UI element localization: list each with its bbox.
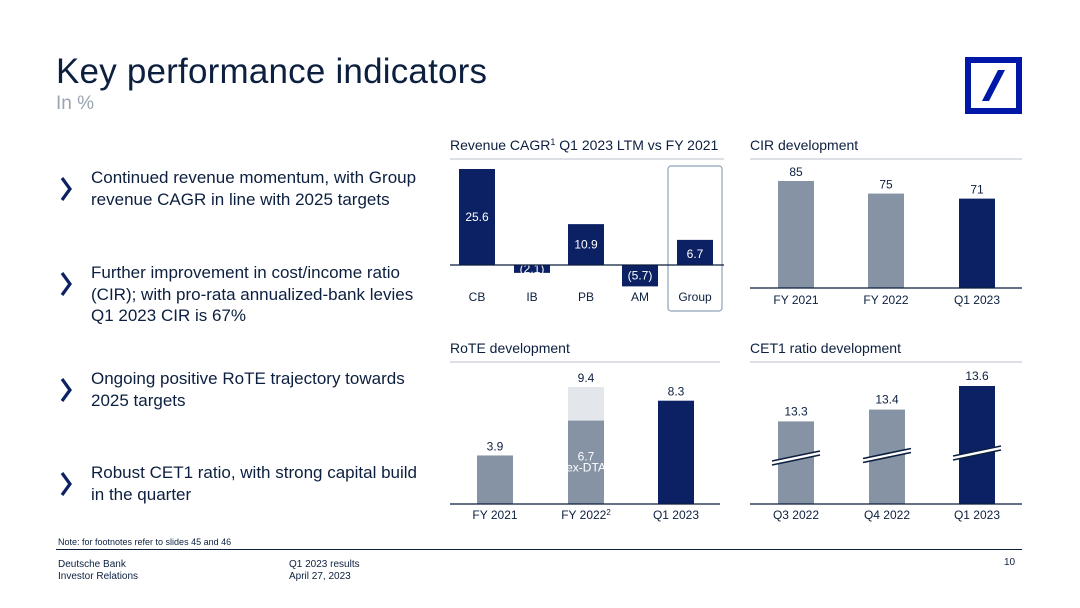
bullet-cet1: Robust CET1 ratio, with strong capital b…	[58, 462, 421, 505]
bar	[658, 400, 694, 504]
data-label: (5.7)	[628, 269, 653, 283]
data-label: 75	[879, 178, 893, 192]
deutsche-bank-logo	[965, 57, 1022, 114]
data-label: 85	[789, 165, 803, 179]
revenue-cagr-chart: Revenue CAGR1 Q1 2023 LTM vs FY 2021 25.…	[450, 137, 724, 312]
axis-break-mark	[771, 454, 821, 466]
axis-break-mark	[952, 449, 1002, 461]
category-label: Q3 2022	[773, 508, 819, 522]
bullet-text: Further improvement in cost/income ratio…	[91, 263, 414, 325]
chevron-right-icon	[60, 472, 72, 496]
category-label: Q1 2023	[954, 293, 1000, 307]
data-label: 71	[970, 183, 984, 197]
bar	[868, 193, 904, 288]
footer-report-name: Q1 2023 results	[289, 559, 360, 570]
category-label: CB	[469, 290, 486, 304]
bar	[959, 386, 995, 504]
bar	[568, 224, 604, 265]
bullet-text: Ongoing positive RoTE trajectory towards…	[91, 369, 405, 410]
inner-data-label: 6.7	[578, 450, 595, 464]
category-label: FY 2021	[472, 508, 517, 522]
category-label: FY 20222	[561, 508, 611, 523]
cet1-chart: CET1 ratio development 13.3 Q3 2022 13.4 Q4…	[750, 340, 1022, 522]
rote-chart-title: RoTE development	[450, 340, 570, 356]
data-label: 6.7	[687, 247, 704, 261]
chevron-right-icon	[60, 272, 72, 296]
data-label: (2.1)	[520, 262, 545, 276]
data-label: 10.9	[574, 238, 598, 252]
data-label: 25.6	[465, 210, 489, 224]
chevron-right-icon	[60, 177, 72, 201]
bullet-revenue: Continued revenue momentum, with Group r…	[58, 167, 421, 210]
bar	[477, 455, 513, 504]
category-label: Q1 2023	[653, 508, 699, 522]
bar	[677, 239, 713, 265]
data-label: 13.3	[784, 404, 808, 418]
bar	[622, 265, 658, 287]
category-label: FY 2021	[773, 293, 818, 307]
cir-chart-title: CIR development	[750, 137, 858, 153]
cir-chart: CIR development 85 FY 2021 75 FY 2022 71 Q1 2…	[750, 137, 1022, 307]
category-label: AM	[631, 290, 649, 304]
axis-break-gap	[772, 451, 820, 465]
data-label: 13.6	[965, 369, 989, 383]
category-label: Q4 2022	[864, 508, 910, 522]
page-number: 10	[1004, 557, 1016, 568]
footer-divider	[56, 549, 1022, 550]
category-label: PB	[578, 290, 594, 304]
category-label: IB	[526, 290, 537, 304]
data-label: 13.4	[875, 393, 899, 407]
axis-break-gap	[863, 448, 911, 463]
category-label: Q1 2023	[954, 508, 1000, 522]
category-label: Group	[678, 290, 712, 304]
inner-sublabel: ex-DTA	[566, 461, 606, 475]
cet1-chart-title: CET1 ratio development	[750, 340, 901, 356]
footer-report: Q1 2023 results April 27, 2023	[289, 559, 360, 583]
data-label: 8.3	[668, 385, 685, 399]
footnote: Note: for footnotes refer to slides 45 a…	[58, 537, 232, 547]
group-highlight-box	[667, 165, 723, 312]
axis-break-mark	[952, 445, 1002, 457]
footer-company-name: Deutsche Bank	[58, 559, 126, 570]
data-label: 3.9	[487, 439, 504, 453]
revenue-chart-title: Revenue CAGR1 Q1 2023 LTM vs FY 2021	[450, 137, 719, 153]
bullet-text: Robust CET1 ratio, with strong capital b…	[91, 463, 417, 504]
footer-date: April 27, 2023	[289, 571, 351, 582]
chevron-right-icon	[60, 378, 72, 402]
footer-company: Deutsche Bank Investor Relations	[58, 559, 138, 583]
bar	[459, 169, 495, 265]
bar	[959, 198, 995, 288]
data-label: 9.4	[578, 371, 595, 385]
axis-break-mark	[862, 447, 912, 460]
bar	[778, 181, 814, 288]
bullet-rote: Ongoing positive RoTE trajectory towards…	[58, 368, 421, 411]
footer-department: Investor Relations	[58, 571, 139, 582]
axis-break-gap	[953, 446, 1001, 460]
bullet-cir: Further improvement in cost/income ratio…	[58, 262, 421, 327]
axis-break-mark	[771, 450, 821, 462]
bar-inner	[568, 420, 604, 504]
category-label: FY 2022	[863, 293, 908, 307]
bullet-text: Continued revenue momentum, with Group r…	[91, 168, 417, 209]
page-subtitle: In %	[56, 93, 95, 114]
axis-break-mark	[862, 451, 912, 464]
bar	[514, 265, 550, 273]
page-title: Key performance indicators	[56, 52, 488, 91]
rote-chart: RoTE development 3.9 FY 2021 6.7ex-DTA 9.4 F…	[450, 340, 720, 523]
